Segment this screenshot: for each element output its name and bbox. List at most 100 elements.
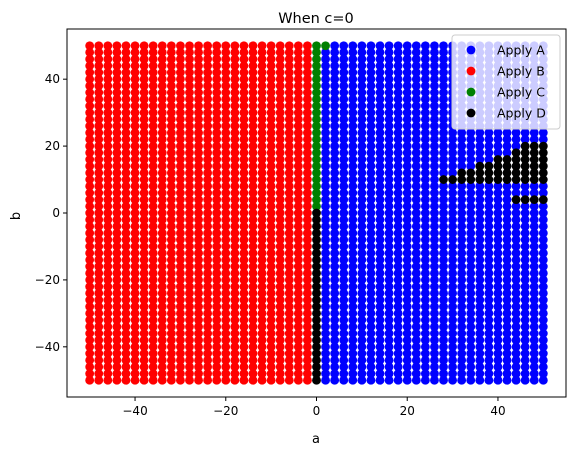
point-apply-a [430,155,439,164]
point-apply-b [121,108,131,118]
point-apply-b [185,61,194,71]
point-apply-a [411,288,421,298]
point-apply-b [194,329,203,338]
point-apply-b [112,362,122,372]
point-apply-a [384,335,394,345]
point-apply-b [185,208,194,218]
point-apply-a [357,342,367,352]
point-apply-b [266,81,276,91]
point-apply-a [348,54,358,64]
point-apply-b [284,215,294,225]
point-apply-b [185,322,194,332]
point-apply-a [529,369,539,378]
point-apply-a [348,195,358,205]
point-apply-b [203,81,213,91]
point-apply-b [275,349,285,358]
point-apply-b [139,208,149,218]
point-apply-a [321,155,330,164]
point-apply-b [139,215,149,225]
point-apply-a [457,228,467,238]
point-apply-a [475,375,485,385]
point-apply-d [312,295,321,305]
point-apply-a [357,128,367,138]
point-apply-b [112,74,122,84]
point-apply-b [303,188,312,198]
point-apply-b [85,288,95,298]
point-apply-a [321,181,330,191]
point-apply-b [85,101,95,111]
point-apply-a [357,175,367,184]
point-apply-b [221,322,231,332]
point-apply-d [511,155,521,164]
point-apply-b [185,41,194,51]
point-apply-b [85,74,95,84]
point-apply-a [393,175,403,184]
point-apply-b [284,68,294,77]
point-apply-b [203,228,213,238]
point-apply-b [157,175,167,184]
point-apply-b [130,81,140,91]
point-apply-b [139,68,149,77]
point-apply-b [148,242,158,251]
point-apply-b [148,121,158,131]
point-apply-b [185,74,194,84]
point-apply-b [239,181,249,191]
point-apply-b [203,181,213,191]
point-apply-b [130,295,140,305]
point-apply-b [221,288,231,298]
point-apply-a [393,128,403,138]
point-apply-b [230,322,240,332]
point-apply-b [303,255,312,265]
point-apply-a [339,369,349,378]
point-apply-c [312,155,321,164]
point-apply-b [212,315,222,325]
point-apply-b [94,295,104,305]
point-apply-a [529,268,539,278]
point-apply-a [321,375,330,385]
point-apply-b [257,148,267,158]
point-apply-a [357,288,367,298]
point-apply-b [275,41,285,51]
point-apply-a [520,282,530,291]
point-apply-b [275,235,285,245]
legend-label: Apply D [497,106,546,121]
legend-marker [466,108,476,118]
point-apply-a [420,201,430,211]
point-apply-a [366,68,376,77]
point-apply-b [212,235,222,245]
point-apply-a [411,74,421,84]
point-apply-a [439,308,448,318]
point-apply-b [257,221,267,231]
point-apply-a [511,355,521,365]
point-apply-a [384,114,394,124]
point-apply-b [284,201,294,211]
point-apply-b [221,155,231,164]
point-apply-b [176,248,185,258]
point-apply-a [384,61,394,71]
point-apply-a [439,235,448,245]
point-apply-b [284,322,294,332]
point-apply-b [139,228,149,238]
point-apply-b [112,335,122,345]
point-apply-b [257,128,267,138]
point-apply-b [203,101,213,111]
point-apply-a [457,302,467,312]
point-apply-b [148,329,158,338]
point-apply-a [493,282,503,291]
point-apply-b [112,228,122,238]
point-apply-a [538,242,548,251]
point-apply-a [457,315,467,325]
point-apply-b [266,255,276,265]
point-apply-b [103,329,113,338]
point-apply-b [230,235,240,245]
point-apply-a [502,275,512,285]
point-apply-b [248,94,258,104]
point-apply-a [348,121,358,131]
point-apply-a [511,275,521,285]
point-apply-d [475,168,485,178]
point-apply-b [212,61,222,71]
point-apply-b [157,68,167,77]
point-apply-b [212,101,222,111]
point-apply-a [439,208,448,218]
